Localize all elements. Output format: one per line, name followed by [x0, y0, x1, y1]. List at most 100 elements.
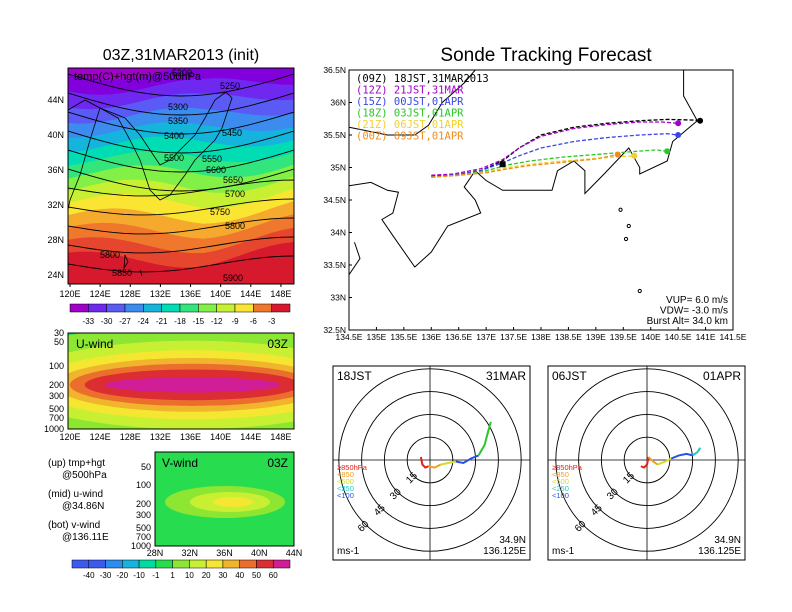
- lat-tick-label: 28N: [47, 235, 64, 245]
- side-legend-line: (mid) u-wind: [48, 489, 103, 500]
- lat-tick-label: 28N: [147, 548, 164, 558]
- v-wind-field: [155, 452, 294, 546]
- pressure-tick-label: 300: [136, 510, 151, 520]
- colorbar-cell: [179, 303, 199, 313]
- hodograph-segment: [477, 421, 492, 456]
- level-legend-entry: ≥850hPa: [552, 463, 583, 472]
- lat-tick-label: 35.5N: [323, 130, 346, 140]
- colorbar-cell: [143, 303, 162, 313]
- lon-tick-label: 144E: [240, 432, 261, 442]
- temperature-field: [68, 68, 294, 284]
- colorbar-cell: [172, 559, 190, 569]
- colorbar-cell: [161, 303, 181, 313]
- colorbar-label: -3: [268, 317, 276, 326]
- colorbar-cell: [272, 559, 291, 569]
- u-wind-time: 03Z: [267, 337, 288, 351]
- main-title: Sonde Tracking Forecast: [440, 45, 652, 66]
- lat-tick-label: 40N: [251, 548, 268, 558]
- colorbar-label: -30: [100, 571, 112, 580]
- lon-tick-label: 135.5E: [390, 332, 417, 342]
- colorbar-label: -15: [193, 317, 205, 326]
- contour-label: 5400: [164, 131, 184, 141]
- lon-tick-label: 140E: [641, 332, 661, 342]
- landing-point: [631, 152, 638, 159]
- lon-tick-label: 135E: [366, 332, 386, 342]
- height-contour: [68, 236, 294, 254]
- pressure-tick-label: 700: [49, 413, 64, 423]
- lat-tick-label: 35N: [330, 163, 346, 173]
- launch-time-entry: (09Z) 18JST,31MAR2013: [356, 73, 489, 85]
- lon-tick-label: 148E: [270, 289, 291, 299]
- side-legend-line: (up) tmp+hgt: [48, 458, 105, 469]
- colorbar-label: 30: [218, 571, 227, 580]
- lat-tick-label: 36N: [330, 98, 346, 108]
- island: [618, 207, 623, 212]
- hodograph-segment: [419, 456, 429, 469]
- colorbar-label: -27: [119, 317, 131, 326]
- pressure-tick-label: 200: [49, 380, 64, 390]
- panel-frame: [67, 332, 295, 430]
- coastline: [349, 242, 361, 276]
- hodograph-units: ms-1: [552, 546, 575, 557]
- side-legend-line: @34.86N: [62, 501, 104, 512]
- colorbar-cell: [205, 559, 224, 569]
- contour-label: 5500: [164, 153, 184, 163]
- side-legend-line: @136.11E: [62, 532, 109, 543]
- island: [623, 236, 629, 242]
- landing-point: [697, 117, 704, 124]
- colorbar-cell: [239, 559, 257, 569]
- colorbar-cell: [69, 303, 89, 313]
- pressure-tick-label: 1000: [131, 541, 151, 551]
- sonde-parameter: VUP= 6.0 m/s: [666, 295, 728, 306]
- lon-tick-label: 137.5E: [500, 332, 527, 342]
- lon-tick-label: 140E: [210, 432, 231, 442]
- contour-label: 5800: [100, 250, 120, 260]
- height-contour: [68, 92, 294, 116]
- lat-tick-label: 36N: [216, 548, 233, 558]
- side-legend-line: @500hPa: [62, 470, 107, 481]
- colorbar-label: -20: [117, 571, 129, 580]
- height-contour: [68, 168, 294, 192]
- lon-tick-label: 138E: [531, 332, 551, 342]
- lon-tick-label: 134.5E: [336, 332, 363, 342]
- colorbar-cell: [106, 303, 126, 313]
- hodograph-segment: [692, 447, 702, 457]
- lat-tick-label: 34.5N: [323, 195, 346, 205]
- lat-tick-label: 32.5N: [323, 325, 346, 335]
- lon-tick-label: 140E: [210, 289, 231, 299]
- contour-label: 5450: [222, 128, 242, 138]
- height-contour: [68, 198, 294, 216]
- lon-tick-label: 136E: [180, 432, 201, 442]
- hodograph-date: 31MAR: [486, 369, 526, 383]
- colorbar-label: -6: [250, 317, 258, 326]
- height-contour: [68, 217, 294, 235]
- launch-time-entry: (00Z) 09JST,01APR: [356, 131, 464, 143]
- contour-label: 5550: [202, 154, 222, 164]
- launch-time-entry: (15Z) 00JST,01APR: [356, 96, 464, 108]
- hodograph-segment: [440, 460, 456, 466]
- side-legend-line: (bot) v-wind: [48, 520, 100, 531]
- height-contour: [68, 149, 294, 173]
- trajectory-line: [431, 121, 679, 176]
- pressure-tick-label: 30: [54, 328, 64, 338]
- colorbar-label: -18: [174, 317, 186, 326]
- map-frame: [67, 67, 295, 285]
- pressure-tick-label: 1000: [44, 424, 64, 434]
- lon-tick-label: 124E: [90, 432, 111, 442]
- pressure-tick-label: 50: [141, 462, 151, 472]
- launch-time-entry: (21Z) 06JST,01APR: [356, 119, 464, 131]
- lon-tick-label: 139E: [586, 332, 606, 342]
- height-contour: [68, 73, 294, 97]
- colorbar-label: -24: [138, 317, 150, 326]
- hodograph-segment: [455, 454, 479, 465]
- trajectory-line: [431, 153, 618, 178]
- hodograph-segment: [647, 456, 659, 466]
- trajectory-line: [431, 133, 679, 178]
- hodograph-lon: 136.125E: [698, 546, 741, 557]
- coastline: [123, 254, 143, 277]
- height-contour: [68, 179, 294, 197]
- level-legend-entry: ≥850hPa: [337, 463, 368, 472]
- level-legend-entry: <100: [337, 491, 354, 500]
- sonde-parameter: Burst Alt= 34.0 km: [647, 316, 728, 327]
